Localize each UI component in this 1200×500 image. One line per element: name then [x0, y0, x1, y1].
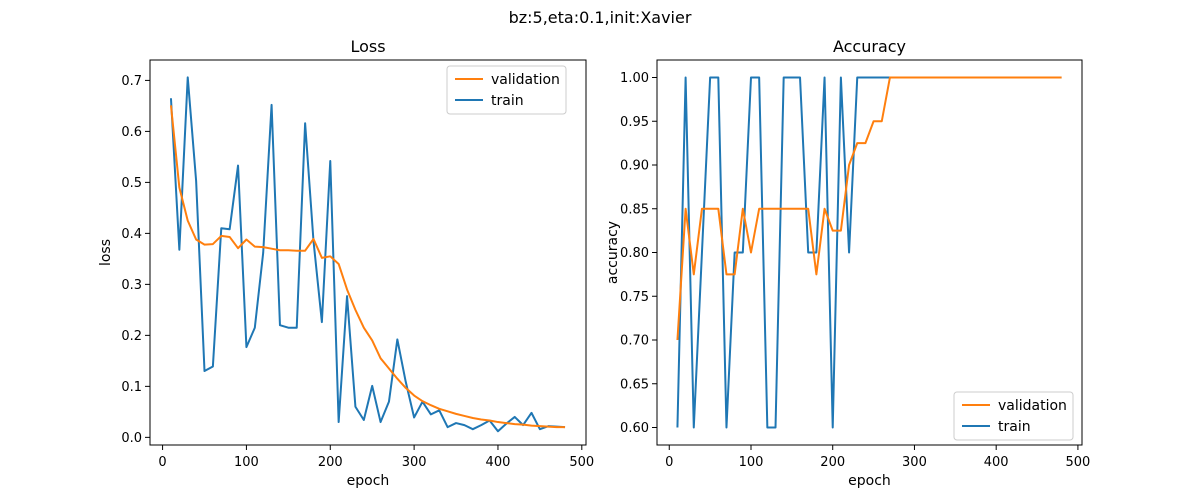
loss-ytick-label: 0.7: [121, 74, 142, 89]
accuracy-subplot: 0 100 200 300 400 500 0.60 0.65 0.70 0.75 0.80 0.85…: [605, 37, 1090, 489]
accuracy-xlabel: epoch: [848, 473, 891, 489]
loss-ytick-label: 0.0: [121, 431, 142, 446]
loss-ytick-label: 0.2: [121, 329, 142, 344]
accuracy-ytick-label: 1.00: [620, 71, 649, 86]
accuracy-legend: validation train: [953, 391, 1074, 441]
loss-legend-label-train: train: [491, 93, 524, 109]
loss-ytick-label: 0.3: [121, 278, 142, 293]
accuracy-ytick-label: 0.90: [620, 159, 649, 174]
loss-ytick-label: 0.4: [121, 227, 142, 242]
accuracy-xtick-label: 300: [902, 455, 927, 470]
loss-title: Loss: [350, 37, 385, 56]
loss-axes-frame: [149, 59, 587, 446]
accuracy-legend-label-train: train: [998, 419, 1031, 435]
loss-ytick-label: 0.6: [121, 125, 142, 140]
accuracy-ytick-label: 0.85: [620, 202, 649, 217]
accuracy-ytick-label: 0.65: [620, 377, 649, 392]
loss-xtick-label: 200: [318, 455, 343, 470]
loss-ylabel: loss: [98, 239, 114, 266]
accuracy-xtick-label: 400: [984, 455, 1009, 470]
accuracy-xtick-label: 200: [820, 455, 845, 470]
accuracy-ytick-label: 0.70: [620, 334, 649, 349]
loss-xlabel: epoch: [347, 473, 390, 489]
accuracy-ytick-label: 0.80: [620, 246, 649, 261]
figure-suptitle: bz:5,eta:0.1,init:Xavier: [509, 8, 692, 27]
accuracy-ytick-label: 0.60: [620, 421, 649, 436]
accuracy-title: Accuracy: [833, 37, 906, 56]
loss-train-line: [169, 76, 566, 433]
accuracy-validation-line: [676, 76, 1062, 341]
accuracy-ytick-label: 0.75: [620, 290, 649, 305]
accuracy-xtick-label: 0: [665, 455, 673, 470]
accuracy-xtick-label: 500: [1065, 455, 1090, 470]
loss-validation-line: [169, 105, 566, 429]
loss-xtick-label: 0: [158, 455, 166, 470]
loss-xtick-label: 300: [402, 455, 427, 470]
loss-ytick-label: 0.5: [121, 176, 142, 191]
accuracy-ytick-label: 0.95: [620, 115, 649, 130]
loss-legend-label-validation: validation: [491, 72, 560, 88]
loss-legend: validation train: [446, 65, 567, 115]
loss-subplot: 0 100 200 300 400 500 0.0 0.1 0.2 0.3 0.4 0.5 0.6 0.7…: [98, 37, 594, 489]
loss-ytick-label: 0.1: [121, 380, 142, 395]
loss-xtick-label: 400: [486, 455, 511, 470]
accuracy-xtick-label: 100: [739, 455, 764, 470]
accuracy-legend-label-validation: validation: [998, 398, 1067, 414]
loss-xtick-label: 500: [569, 455, 594, 470]
loss-xtick-label: 100: [234, 455, 259, 470]
accuracy-ylabel: accuracy: [605, 221, 621, 284]
